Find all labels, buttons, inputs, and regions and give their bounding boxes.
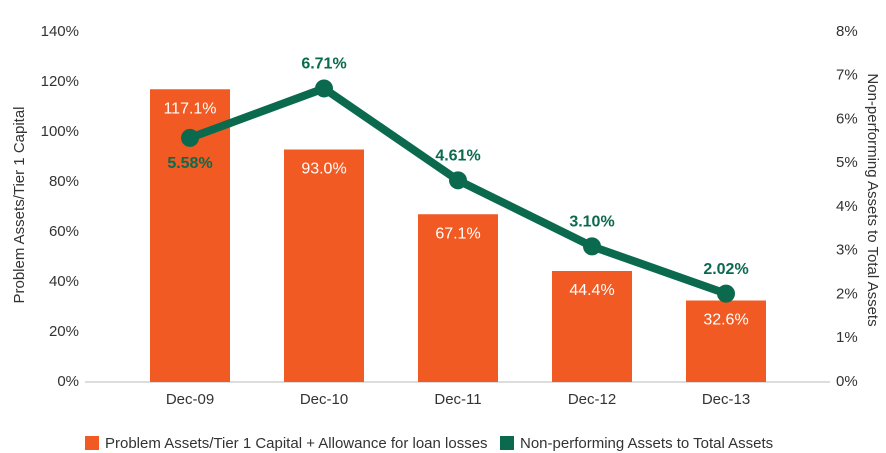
line-marker bbox=[717, 284, 735, 303]
x-tick-label: Dec-13 bbox=[702, 391, 750, 408]
y-tick-label: 100% bbox=[41, 123, 79, 140]
bar-value-label: 44.4% bbox=[569, 282, 614, 299]
bar bbox=[686, 300, 766, 382]
y2-axis-title: Non-performing Assets to Total Assets bbox=[864, 73, 881, 326]
y2-tick-label: 2% bbox=[836, 285, 858, 302]
line-marker bbox=[449, 171, 467, 190]
y-tick-label: 140% bbox=[41, 23, 79, 40]
y2-tick-label: 5% bbox=[836, 154, 858, 171]
line-marker bbox=[315, 79, 333, 98]
y2-tick-label: 8% bbox=[836, 23, 858, 40]
y2-tick-label: 3% bbox=[836, 242, 858, 259]
line-value-label: 6.71% bbox=[301, 56, 346, 73]
line-value-label: 4.61% bbox=[435, 148, 480, 165]
y-axis-title: Problem Assets/Tier 1 Capital bbox=[11, 106, 28, 303]
legend-label: Problem Assets/Tier 1 Capital + Allowanc… bbox=[105, 435, 488, 452]
y2-tick-label: 6% bbox=[836, 110, 858, 127]
legend-swatch bbox=[500, 436, 514, 450]
line-marker bbox=[583, 237, 601, 256]
line-marker bbox=[181, 128, 199, 147]
y-tick-label: 40% bbox=[49, 273, 79, 290]
y-tick-label: 20% bbox=[49, 323, 79, 340]
bar-value-label: 67.1% bbox=[435, 225, 480, 242]
x-tick-label: Dec-10 bbox=[300, 391, 348, 408]
line-value-label: 2.02% bbox=[703, 261, 748, 278]
y-tick-label: 80% bbox=[49, 173, 79, 190]
y2-tick-label: 4% bbox=[836, 198, 858, 215]
y2-tick-label: 7% bbox=[836, 67, 858, 84]
bar-value-label: 93.0% bbox=[301, 161, 346, 178]
bar bbox=[284, 149, 364, 382]
legend-swatch bbox=[85, 436, 99, 450]
bar bbox=[418, 214, 498, 382]
y-tick-label: 0% bbox=[57, 373, 79, 390]
x-tick-label: Dec-09 bbox=[166, 391, 214, 408]
y-tick-label: 60% bbox=[49, 223, 79, 240]
line-value-label: 3.10% bbox=[569, 214, 614, 231]
bar-value-label: 117.1% bbox=[163, 100, 216, 117]
y2-tick-label: 0% bbox=[836, 373, 858, 390]
bar bbox=[552, 271, 632, 382]
legend-label: Non-performing Assets to Total Assets bbox=[520, 435, 773, 452]
x-tick-label: Dec-12 bbox=[568, 391, 616, 408]
x-tick-label: Dec-11 bbox=[434, 391, 481, 408]
bar-value-label: 32.6% bbox=[703, 312, 748, 329]
line-value-label: 5.58% bbox=[167, 155, 212, 172]
y2-tick-label: 1% bbox=[836, 329, 858, 346]
y-tick-label: 120% bbox=[41, 73, 79, 90]
